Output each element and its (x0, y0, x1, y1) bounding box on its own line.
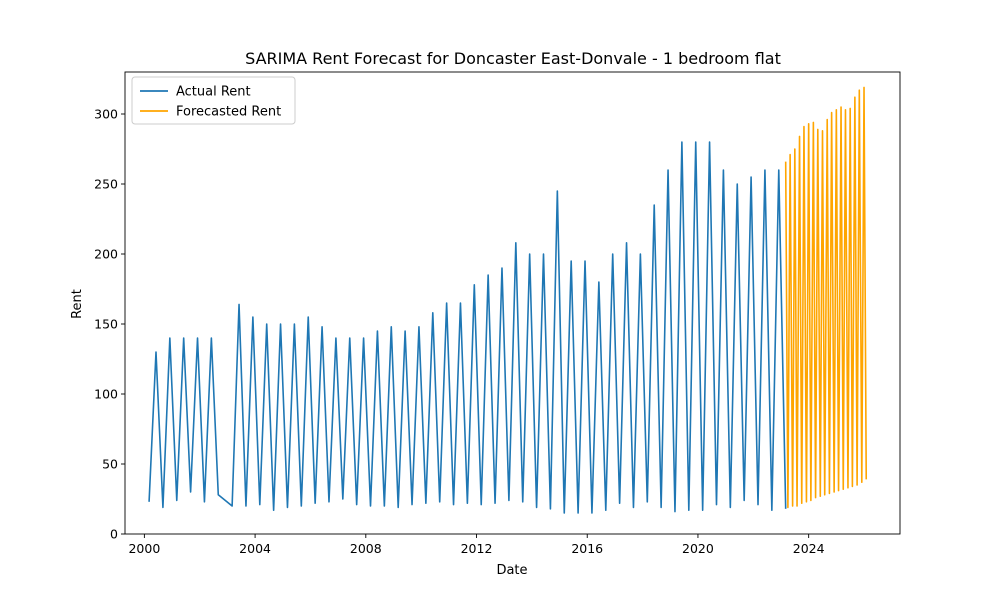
y-tick-label: 150 (94, 317, 118, 332)
y-tick-label: 300 (94, 107, 118, 122)
legend-label: Forecasted Rent (176, 105, 281, 120)
y-tick-label: 200 (94, 247, 118, 262)
y-tick-label: 100 (94, 387, 118, 402)
x-tick-label: 2004 (239, 541, 271, 556)
legend-label: Actual Rent (176, 85, 251, 100)
y-tick-label: 250 (94, 177, 118, 192)
series-line-forecasted-rent (784, 86, 868, 509)
x-tick-label: 2012 (461, 541, 493, 556)
x-tick-label: 2008 (350, 541, 382, 556)
plot-area: 2000 2004 2008 2012 2016 2020 2024 0 50 100 150 200… (94, 71, 901, 556)
legend: Actual Rent Forecasted Rent (131, 76, 296, 125)
x-tick-label: 2000 (128, 541, 160, 556)
legend-box (131, 76, 296, 125)
y-tick-label: 0 (110, 527, 118, 542)
x-tick-label: 2020 (682, 541, 714, 556)
series-line-actual-rent (148, 141, 787, 514)
y-tick-label: 50 (102, 457, 118, 472)
x-axis-label: Date (496, 563, 527, 578)
plot-frame (124, 71, 901, 535)
y-axis-label: Rent (70, 289, 85, 319)
x-tick-label: 2016 (571, 541, 603, 556)
chart-title: SARIMA Rent Forecast for Doncaster East-… (245, 49, 781, 68)
x-tick-label: 2024 (793, 541, 825, 556)
